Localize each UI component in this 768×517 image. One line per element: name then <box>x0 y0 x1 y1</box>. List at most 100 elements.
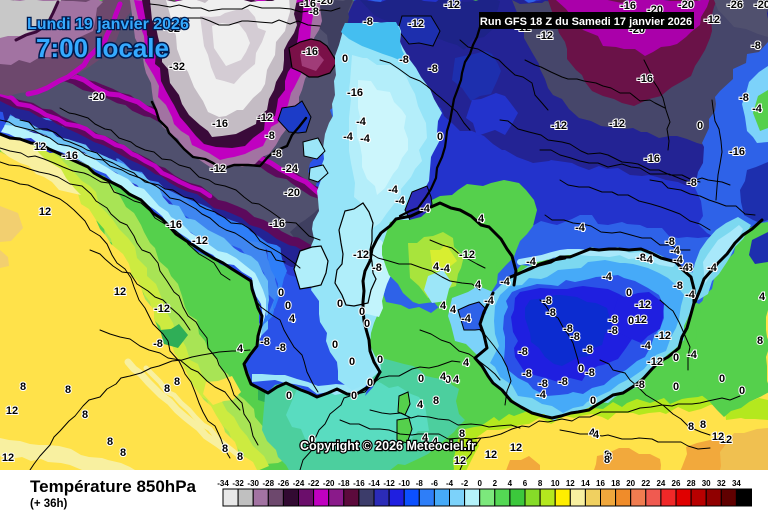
svg-text:8: 8 <box>222 443 228 455</box>
svg-text:4: 4 <box>475 279 482 291</box>
svg-text:8: 8 <box>107 436 113 448</box>
svg-text:0: 0 <box>418 373 424 385</box>
svg-text:-8: -8 <box>260 336 270 348</box>
svg-text:-8: -8 <box>309 6 319 18</box>
svg-text:-4: -4 <box>343 131 354 143</box>
svg-text:-4: -4 <box>687 349 698 361</box>
svg-text:-32: -32 <box>164 23 180 35</box>
svg-text:8: 8 <box>459 428 465 440</box>
svg-text:-16: -16 <box>62 150 78 162</box>
svg-text:8: 8 <box>604 454 610 466</box>
svg-text:14: 14 <box>581 479 590 488</box>
svg-text:4: 4 <box>453 374 460 386</box>
svg-text:0: 0 <box>590 395 596 407</box>
svg-text:0: 0 <box>437 131 443 143</box>
svg-text:Copyright © 2026 Meteociel.fr: Copyright © 2026 Meteociel.fr <box>300 439 476 453</box>
svg-text:0: 0 <box>739 385 745 397</box>
svg-text:-8: -8 <box>363 16 373 28</box>
svg-text:0: 0 <box>719 373 725 385</box>
svg-text:0: 0 <box>673 352 679 364</box>
svg-text:-4: -4 <box>461 313 472 325</box>
svg-text:-4: -4 <box>420 203 431 215</box>
svg-text:-26: -26 <box>727 0 743 11</box>
svg-text:-4: -4 <box>356 116 367 128</box>
svg-text:-4: -4 <box>526 256 537 268</box>
svg-text:12: 12 <box>566 479 575 488</box>
svg-text:-12: -12 <box>609 118 625 130</box>
svg-text:12: 12 <box>485 449 497 461</box>
svg-text:8: 8 <box>237 451 243 463</box>
svg-text:0: 0 <box>628 315 634 327</box>
svg-text:4: 4 <box>440 300 447 312</box>
svg-text:-8: -8 <box>272 148 282 160</box>
svg-text:18: 18 <box>611 479 620 488</box>
svg-text:-8: -8 <box>522 368 532 380</box>
svg-text:0: 0 <box>673 381 679 393</box>
svg-text:-8: -8 <box>546 307 556 319</box>
svg-text:-30: -30 <box>247 479 259 488</box>
svg-text:-12: -12 <box>192 235 208 247</box>
svg-text:-16: -16 <box>166 219 182 231</box>
svg-text:0: 0 <box>278 287 284 299</box>
svg-text:4: 4 <box>237 343 244 355</box>
svg-text:-8: -8 <box>372 262 382 274</box>
svg-text:-20: -20 <box>754 0 768 11</box>
svg-text:4: 4 <box>589 427 596 439</box>
svg-text:-16: -16 <box>729 146 745 158</box>
svg-text:-24: -24 <box>282 163 299 175</box>
svg-text:0: 0 <box>309 434 315 446</box>
svg-text:-4: -4 <box>673 254 684 266</box>
svg-text:4: 4 <box>508 479 513 488</box>
svg-text:-16: -16 <box>637 73 653 85</box>
svg-text:8: 8 <box>700 419 706 431</box>
svg-text:0: 0 <box>349 356 355 368</box>
svg-text:-8: -8 <box>538 378 548 390</box>
svg-text:-8: -8 <box>265 130 275 142</box>
svg-text:Température 850hPa: Température 850hPa <box>30 477 197 496</box>
svg-text:-16: -16 <box>302 46 318 58</box>
svg-text:-8: -8 <box>635 379 645 391</box>
svg-text:-4: -4 <box>446 479 454 488</box>
svg-text:-16: -16 <box>353 479 365 488</box>
svg-text:12: 12 <box>510 442 522 454</box>
svg-text:8: 8 <box>606 451 612 463</box>
svg-text:4: 4 <box>440 371 447 383</box>
svg-text:-16: -16 <box>269 218 285 230</box>
svg-text:0: 0 <box>477 479 482 488</box>
svg-text:-16: -16 <box>644 153 660 165</box>
svg-text:-4: -4 <box>679 262 690 274</box>
svg-text:-4: -4 <box>752 103 763 115</box>
svg-text:4: 4 <box>422 432 429 444</box>
svg-text:-12: -12 <box>647 356 663 368</box>
svg-text:26: 26 <box>672 479 681 488</box>
svg-text:12: 12 <box>114 286 126 298</box>
svg-text:-8: -8 <box>585 367 595 379</box>
svg-text:12: 12 <box>454 455 466 467</box>
svg-text:8: 8 <box>120 447 126 459</box>
svg-text:-8: -8 <box>739 92 749 104</box>
svg-text:-8: -8 <box>751 40 761 52</box>
svg-text:-4: -4 <box>685 289 696 301</box>
svg-text:-32: -32 <box>169 61 185 73</box>
svg-text:24: 24 <box>656 479 665 488</box>
svg-text:-4: -4 <box>602 271 613 283</box>
svg-text:0: 0 <box>377 354 383 366</box>
svg-text:-24: -24 <box>293 479 305 488</box>
svg-text:8: 8 <box>65 384 71 396</box>
svg-text:7:00 locale: 7:00 locale <box>36 33 169 63</box>
svg-text:12: 12 <box>34 141 46 153</box>
svg-text:22: 22 <box>641 479 650 488</box>
svg-text:-12: -12 <box>635 299 651 311</box>
svg-text:0: 0 <box>332 339 338 351</box>
svg-text:-8: -8 <box>683 262 693 274</box>
svg-text:-8: -8 <box>673 280 683 292</box>
svg-text:8: 8 <box>174 376 180 388</box>
svg-text:-8: -8 <box>608 325 618 337</box>
svg-text:0: 0 <box>285 300 291 312</box>
svg-text:Lundi 19 janvier 2026: Lundi 19 janvier 2026 <box>27 16 189 33</box>
svg-text:-4: -4 <box>575 222 586 234</box>
svg-text:-20: -20 <box>89 91 105 103</box>
svg-text:16: 16 <box>596 479 605 488</box>
svg-text:-2: -2 <box>461 479 469 488</box>
svg-text:-8: -8 <box>399 54 409 66</box>
